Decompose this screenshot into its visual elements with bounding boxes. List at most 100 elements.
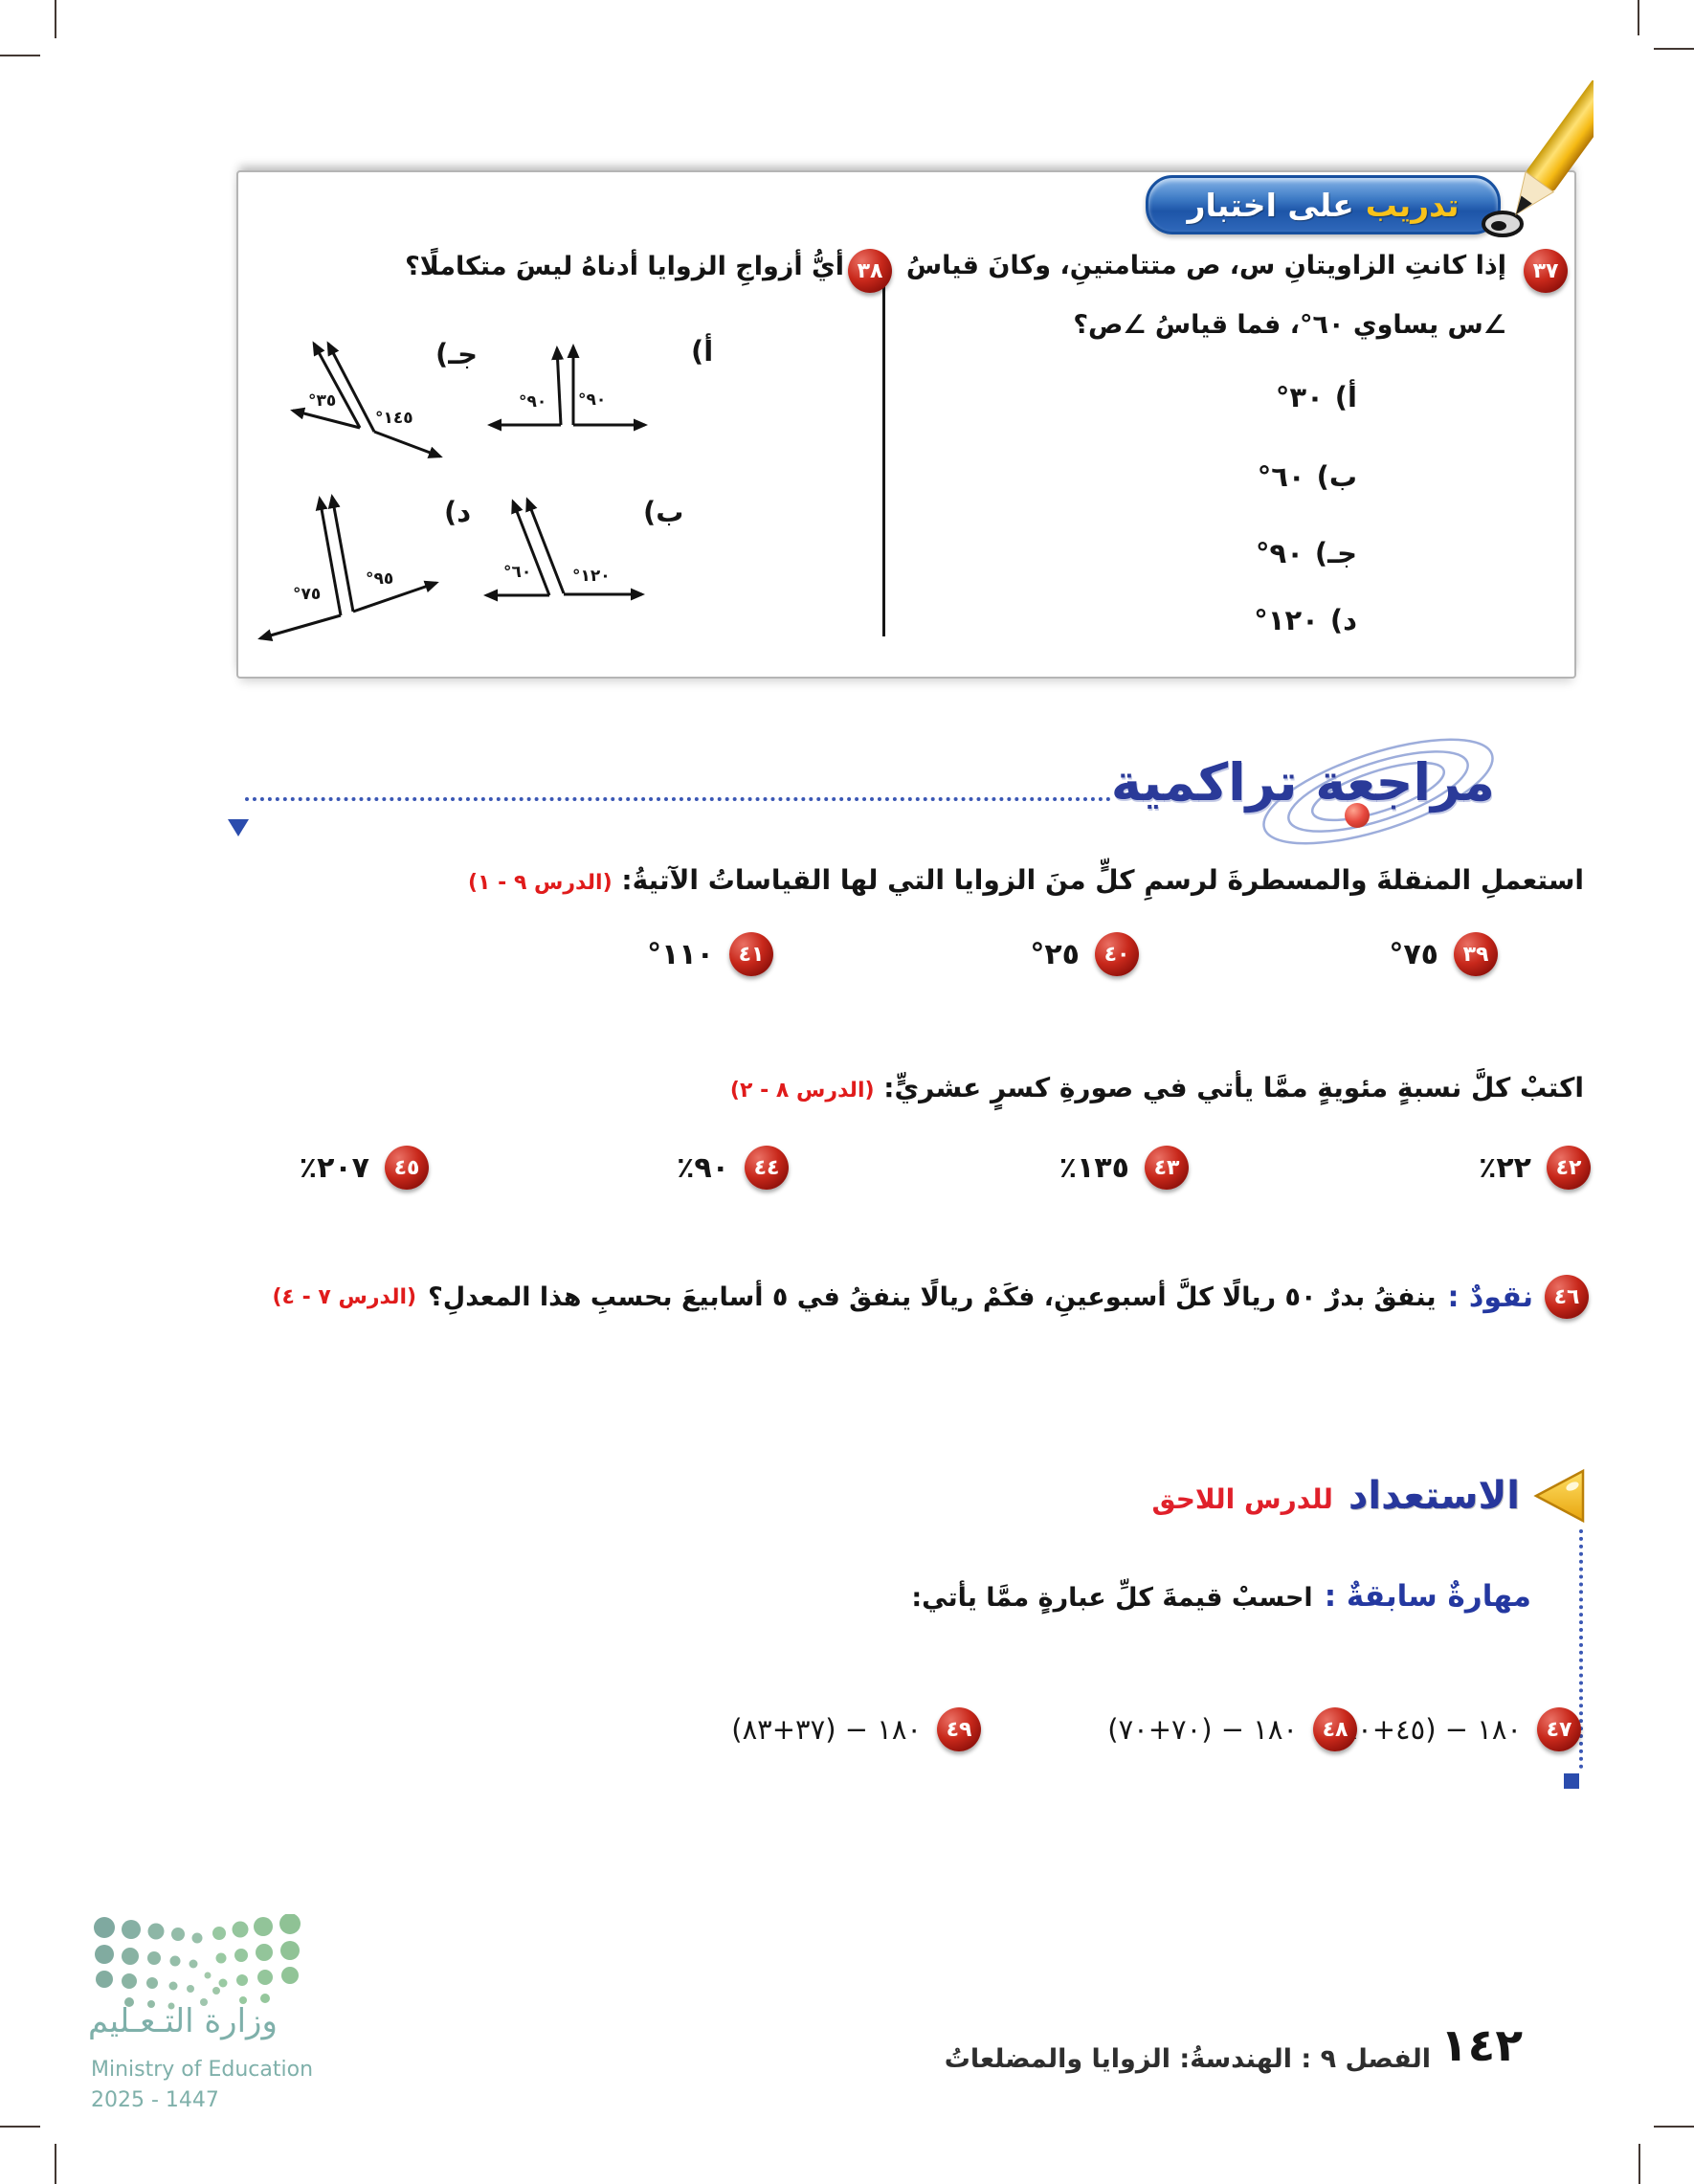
figure-label-a: أ): [691, 335, 714, 368]
question-number: ٤٩: [946, 1717, 972, 1742]
option-label: جـ): [1314, 537, 1357, 569]
angle-diagram: [290, 341, 443, 458]
question-44: ٤٤ ٩٠٪: [677, 1146, 789, 1190]
question-number-badge: ٤٥: [385, 1146, 429, 1190]
percent-value: ٢٢٪: [1479, 1150, 1531, 1185]
q37-option-a: أ) ٣٠°: [1276, 381, 1357, 413]
question-number-badge: ٤٢: [1547, 1146, 1591, 1190]
question-number: ٤٣: [1153, 1155, 1180, 1180]
crop-mark: [55, 0, 56, 38]
angle-pair-figure-b: ٦٠° ١٢٠°: [477, 490, 654, 607]
question-42: ٤٢ ٢٢٪: [1479, 1146, 1591, 1190]
prior-skill-line: مهارةٌ سابقةٌ : احسبْ قيمةَ كلِّ عبارةٍ …: [911, 1579, 1531, 1614]
percent-value: ٢٠٧٪: [299, 1150, 369, 1185]
question-48: ٤٨ (٧٠+٧٠) − ١٨٠: [1107, 1707, 1357, 1751]
option-label: أ): [1334, 381, 1357, 413]
question-number-badge: ٤١: [729, 932, 773, 976]
expression: (٦٠+٤٥) − ١٨٠: [1331, 1713, 1522, 1746]
line-end-square: [1564, 1773, 1579, 1789]
banner-word-1: تدريب: [1365, 186, 1460, 224]
dotted-vertical-line: [1579, 1529, 1583, 1769]
get-ready-header: الاستعداد للدرس اللاحق: [1151, 1474, 1520, 1518]
angle-pair-figure-a: ٩٠° ٩٠°: [477, 337, 658, 444]
page-number: ١٤٢: [1440, 2019, 1524, 2072]
pencil-icon: [1482, 80, 1594, 237]
question-number-badge: ٤٤: [745, 1146, 789, 1190]
angle-value: ١٤٥°: [375, 409, 413, 428]
ministry-name-english: Ministry of Education: [91, 2058, 314, 2082]
question-40: ٤٠ ٢٥°: [1030, 932, 1139, 976]
figure-label-d: د): [444, 496, 472, 528]
test-practice-banner: تدريب على اختبار: [1146, 175, 1501, 234]
crop-mark: [0, 55, 40, 56]
orbit-decoration: [1262, 738, 1494, 845]
angle-value: ٩٠°: [519, 392, 547, 412]
option-label: د): [1329, 604, 1357, 636]
question-number: ٤٨: [1322, 1717, 1349, 1742]
angle-measure: ١١٠°: [647, 937, 714, 971]
ministry-logo-dots: [94, 1914, 301, 2010]
question-46: ٤٦ نقودٌ : ينفقُ بدرٌ ٥٠ ريالًا كلَّ أسب…: [272, 1275, 1589, 1319]
question-number: ٤٢: [1555, 1155, 1582, 1180]
option-label: ب): [1316, 460, 1357, 493]
angle-pair-figure-d: ٧٥° ٩٥°: [247, 483, 453, 644]
expression: (٨٣+٣٧) − ١٨٠: [731, 1713, 922, 1746]
angle-value: ١٢٠°: [572, 567, 611, 586]
question-number: ٤٤: [753, 1155, 780, 1180]
q37-option-c: جـ) ٩٠°: [1256, 537, 1357, 569]
question-number-badge: ٤٣: [1145, 1146, 1189, 1190]
figure-label-c: جـ): [435, 338, 479, 370]
draw-angles-instruction: استعملِ المنقلةَ والمسطرةَ لرسمِ كلٍّ من…: [468, 864, 1584, 896]
question-45: ٤٥ ٢٠٧٪: [300, 1146, 429, 1190]
angle-diagram: [487, 344, 648, 432]
question-number-badge-38: ٣٨: [848, 249, 892, 293]
angle-value: ٦٠°: [503, 563, 532, 582]
lesson-reference: (الدرس ٩ - ١): [467, 871, 613, 895]
question-43: ٤٣ ١٣٥٪: [1059, 1146, 1189, 1190]
angle-value: ٧٥°: [293, 585, 322, 604]
question-number-badge: ٤٠: [1095, 932, 1139, 976]
question-number: ٣٨: [857, 258, 883, 283]
ministry-name-arabic: وزارة التـعـليم: [88, 2002, 278, 2040]
prior-skill-label: مهارةٌ سابقةٌ :: [1324, 1579, 1531, 1614]
question-number: ٤٠: [1103, 942, 1130, 967]
question-number: ٤٥: [393, 1155, 420, 1180]
option-value: ٩٠°: [1256, 537, 1304, 569]
q37-text-line1: إذا كانتِ الزاويتانِ س، ص متتامتينِ، وكا…: [905, 251, 1506, 280]
crop-mark: [1638, 2144, 1640, 2184]
angle-measure: ٧٥°: [1389, 937, 1438, 971]
lesson-reference: (الدرس ٨ - ٢): [729, 1079, 875, 1103]
test-practice-box: [236, 170, 1576, 679]
question-number-badge-37: ٣٧: [1524, 249, 1568, 293]
option-value: ١٢٠°: [1254, 604, 1319, 636]
lesson-reference: (الدرس ٧ - ٤): [272, 1284, 417, 1309]
percent-value: ٩٠٪: [677, 1150, 729, 1185]
crop-mark: [1654, 48, 1694, 50]
option-value: ٦٠°: [1257, 460, 1305, 493]
angle-value: ٣٥°: [308, 391, 337, 411]
expression: (٧٠+٧٠) − ١٨٠: [1107, 1713, 1298, 1746]
percent-instruction: اكتبْ كلَّ نسبةٍ مئويةٍ ممَّا يأتي في صو…: [730, 1072, 1584, 1103]
banner-word-2: على اختبار: [1187, 186, 1354, 224]
section-triangle-icon: [1533, 1468, 1585, 1524]
question-47: ٤٧ (٦٠+٤٥) − ١٨٠: [1331, 1707, 1581, 1751]
angle-value: ٩٥°: [366, 569, 394, 589]
angle-value: ٩٠°: [578, 390, 607, 410]
question-number-badge: ٤٩: [937, 1707, 981, 1751]
question-number: ٤٦: [1553, 1284, 1580, 1309]
crop-mark: [0, 2126, 40, 2128]
question-keyword: نقودٌ :: [1447, 1280, 1533, 1314]
angle-diagram: [483, 497, 645, 602]
question-number: ٣٧: [1532, 258, 1559, 283]
question-number-badge: ٤٨: [1313, 1707, 1357, 1751]
column-divider: [882, 256, 885, 636]
question-number-badge: ٤٧: [1537, 1707, 1581, 1751]
crop-mark: [1638, 0, 1639, 35]
q37-option-d: د) ١٢٠°: [1254, 604, 1357, 636]
instruction-text: استعملِ المنقلةَ والمسطرةَ لرسمِ كلٍّ من…: [621, 864, 1584, 896]
question-49: ٤٩ (٨٣+٣٧) − ١٨٠: [731, 1707, 981, 1751]
instruction-text: اكتبْ كلَّ نسبةٍ مئويةٍ ممَّا يأتي في صو…: [883, 1072, 1584, 1103]
question-text: ينفقُ بدرٌ ٥٠ ريالًا كلَّ أسبوعينِ، فكَم…: [428, 1281, 1437, 1312]
cumulative-review-title: مراجعة تراكمية: [1110, 752, 1495, 813]
